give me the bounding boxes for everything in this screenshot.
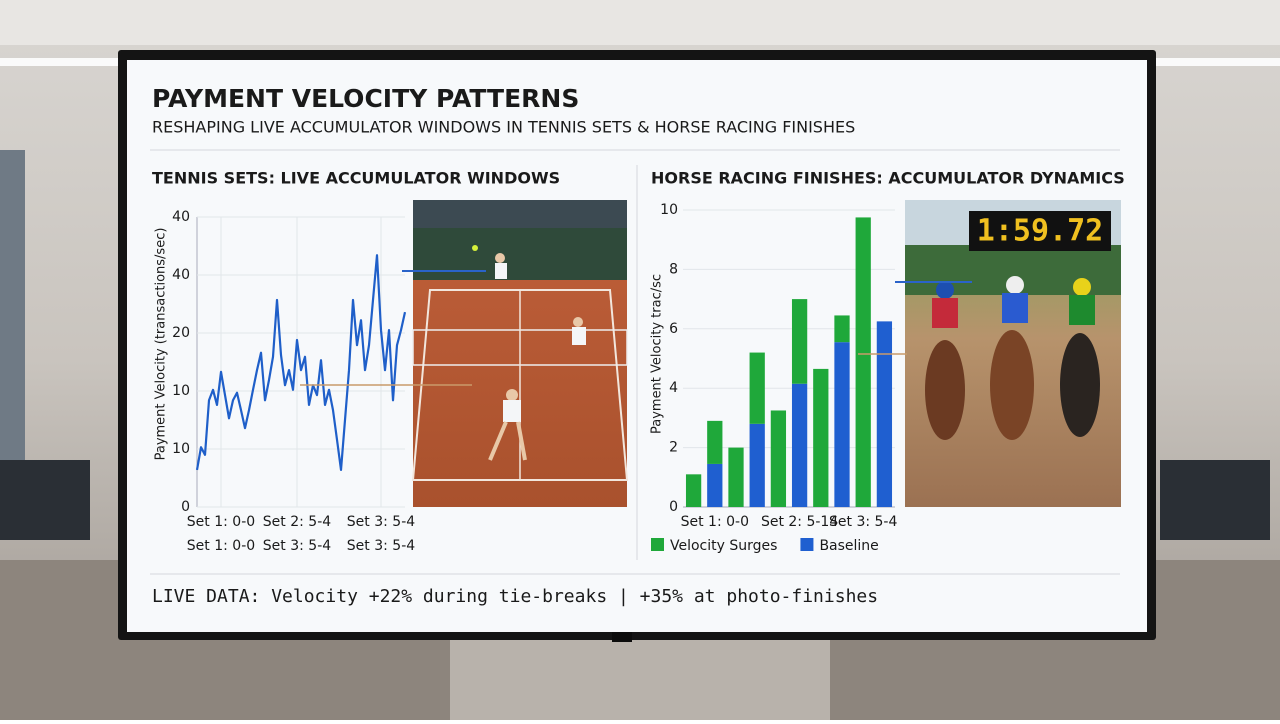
monitor-stand xyxy=(612,632,632,642)
y-tick-label: 4 xyxy=(669,380,678,396)
y-tick-label: 8 xyxy=(669,261,678,277)
legend-label: Baseline xyxy=(819,538,878,554)
data-line xyxy=(195,254,407,471)
x-tick-label: Set 1: 0-0 xyxy=(187,538,255,554)
y-axis-label: Payment Velocity (transactions/sec) xyxy=(154,228,169,461)
y-axis-label: Payment Velocity trac/sc xyxy=(650,274,665,434)
x-tick-label: Set 1: 0-0 xyxy=(681,514,749,530)
bar-segment xyxy=(834,342,850,507)
bar-segment xyxy=(707,463,723,507)
bar-segment xyxy=(707,420,723,464)
x-tick-label: Set 2: 5-4 xyxy=(263,514,331,530)
bar-segment xyxy=(791,299,808,384)
race-timer: 1:59.72 xyxy=(977,214,1103,249)
ceiling-light xyxy=(1155,58,1280,66)
chart-title: HORSE RACING FINISHES: ACCUMULATOR DYNAM… xyxy=(651,169,1125,188)
slide-title: PAYMENT VELOCITY PATTERNS xyxy=(152,84,579,113)
x-tick-label: Set 3: 5-4 xyxy=(347,514,415,530)
horse-racing-photo: 1:59.72 xyxy=(858,200,1121,507)
pillar xyxy=(450,640,830,720)
x-tick-label: Set 3: 5-4 xyxy=(263,538,331,554)
tennis-photo xyxy=(300,200,629,507)
x-tick-label: Set 2: 5-14 xyxy=(761,514,838,530)
bar-segment xyxy=(749,423,765,507)
legend-swatch xyxy=(800,538,814,551)
bar-segment xyxy=(855,217,871,508)
bar-segment xyxy=(876,321,893,507)
legend-label: Velocity Surges xyxy=(670,538,777,554)
legend-swatch xyxy=(651,538,664,551)
y-tick-label: 10 xyxy=(172,441,190,457)
bar-segment xyxy=(791,383,808,507)
bar-segment xyxy=(728,447,744,507)
slide-subtitle: RESHAPING LIVE ACCUMULATOR WINDOWS IN TE… xyxy=(152,118,855,137)
desk-monitor xyxy=(1160,460,1270,540)
desk-monitor xyxy=(0,460,90,540)
y-tick-label: 10 xyxy=(172,383,190,399)
bar-segment xyxy=(834,315,850,343)
bar-segment xyxy=(685,474,702,507)
y-tick-label: 0 xyxy=(181,499,190,515)
y-tick-label: 40 xyxy=(172,209,190,225)
y-tick-label: 6 xyxy=(669,321,678,337)
x-tick-label: Set 3: 5-4 xyxy=(347,538,415,554)
ceiling xyxy=(0,0,1280,45)
ceiling-light xyxy=(0,58,120,66)
chart-title: TENNIS SETS: LIVE ACCUMULATOR WINDOWS xyxy=(152,169,560,188)
window xyxy=(0,150,25,470)
bar-segment xyxy=(749,352,765,424)
footer-note: LIVE DATA: Velocity +22% during tie-brea… xyxy=(152,586,878,607)
y-tick-label: 0 xyxy=(669,499,678,515)
y-tick-label: 10 xyxy=(660,202,678,218)
y-tick-label: 2 xyxy=(669,440,678,456)
y-tick-label: 20 xyxy=(172,325,190,341)
x-tick-label: Set 3: 5-4 xyxy=(829,514,897,530)
x-tick-label: Set 1: 0-0 xyxy=(187,514,255,530)
bar-segment xyxy=(770,410,787,507)
bar-segment xyxy=(813,368,829,507)
y-tick-label: 40 xyxy=(172,267,190,283)
